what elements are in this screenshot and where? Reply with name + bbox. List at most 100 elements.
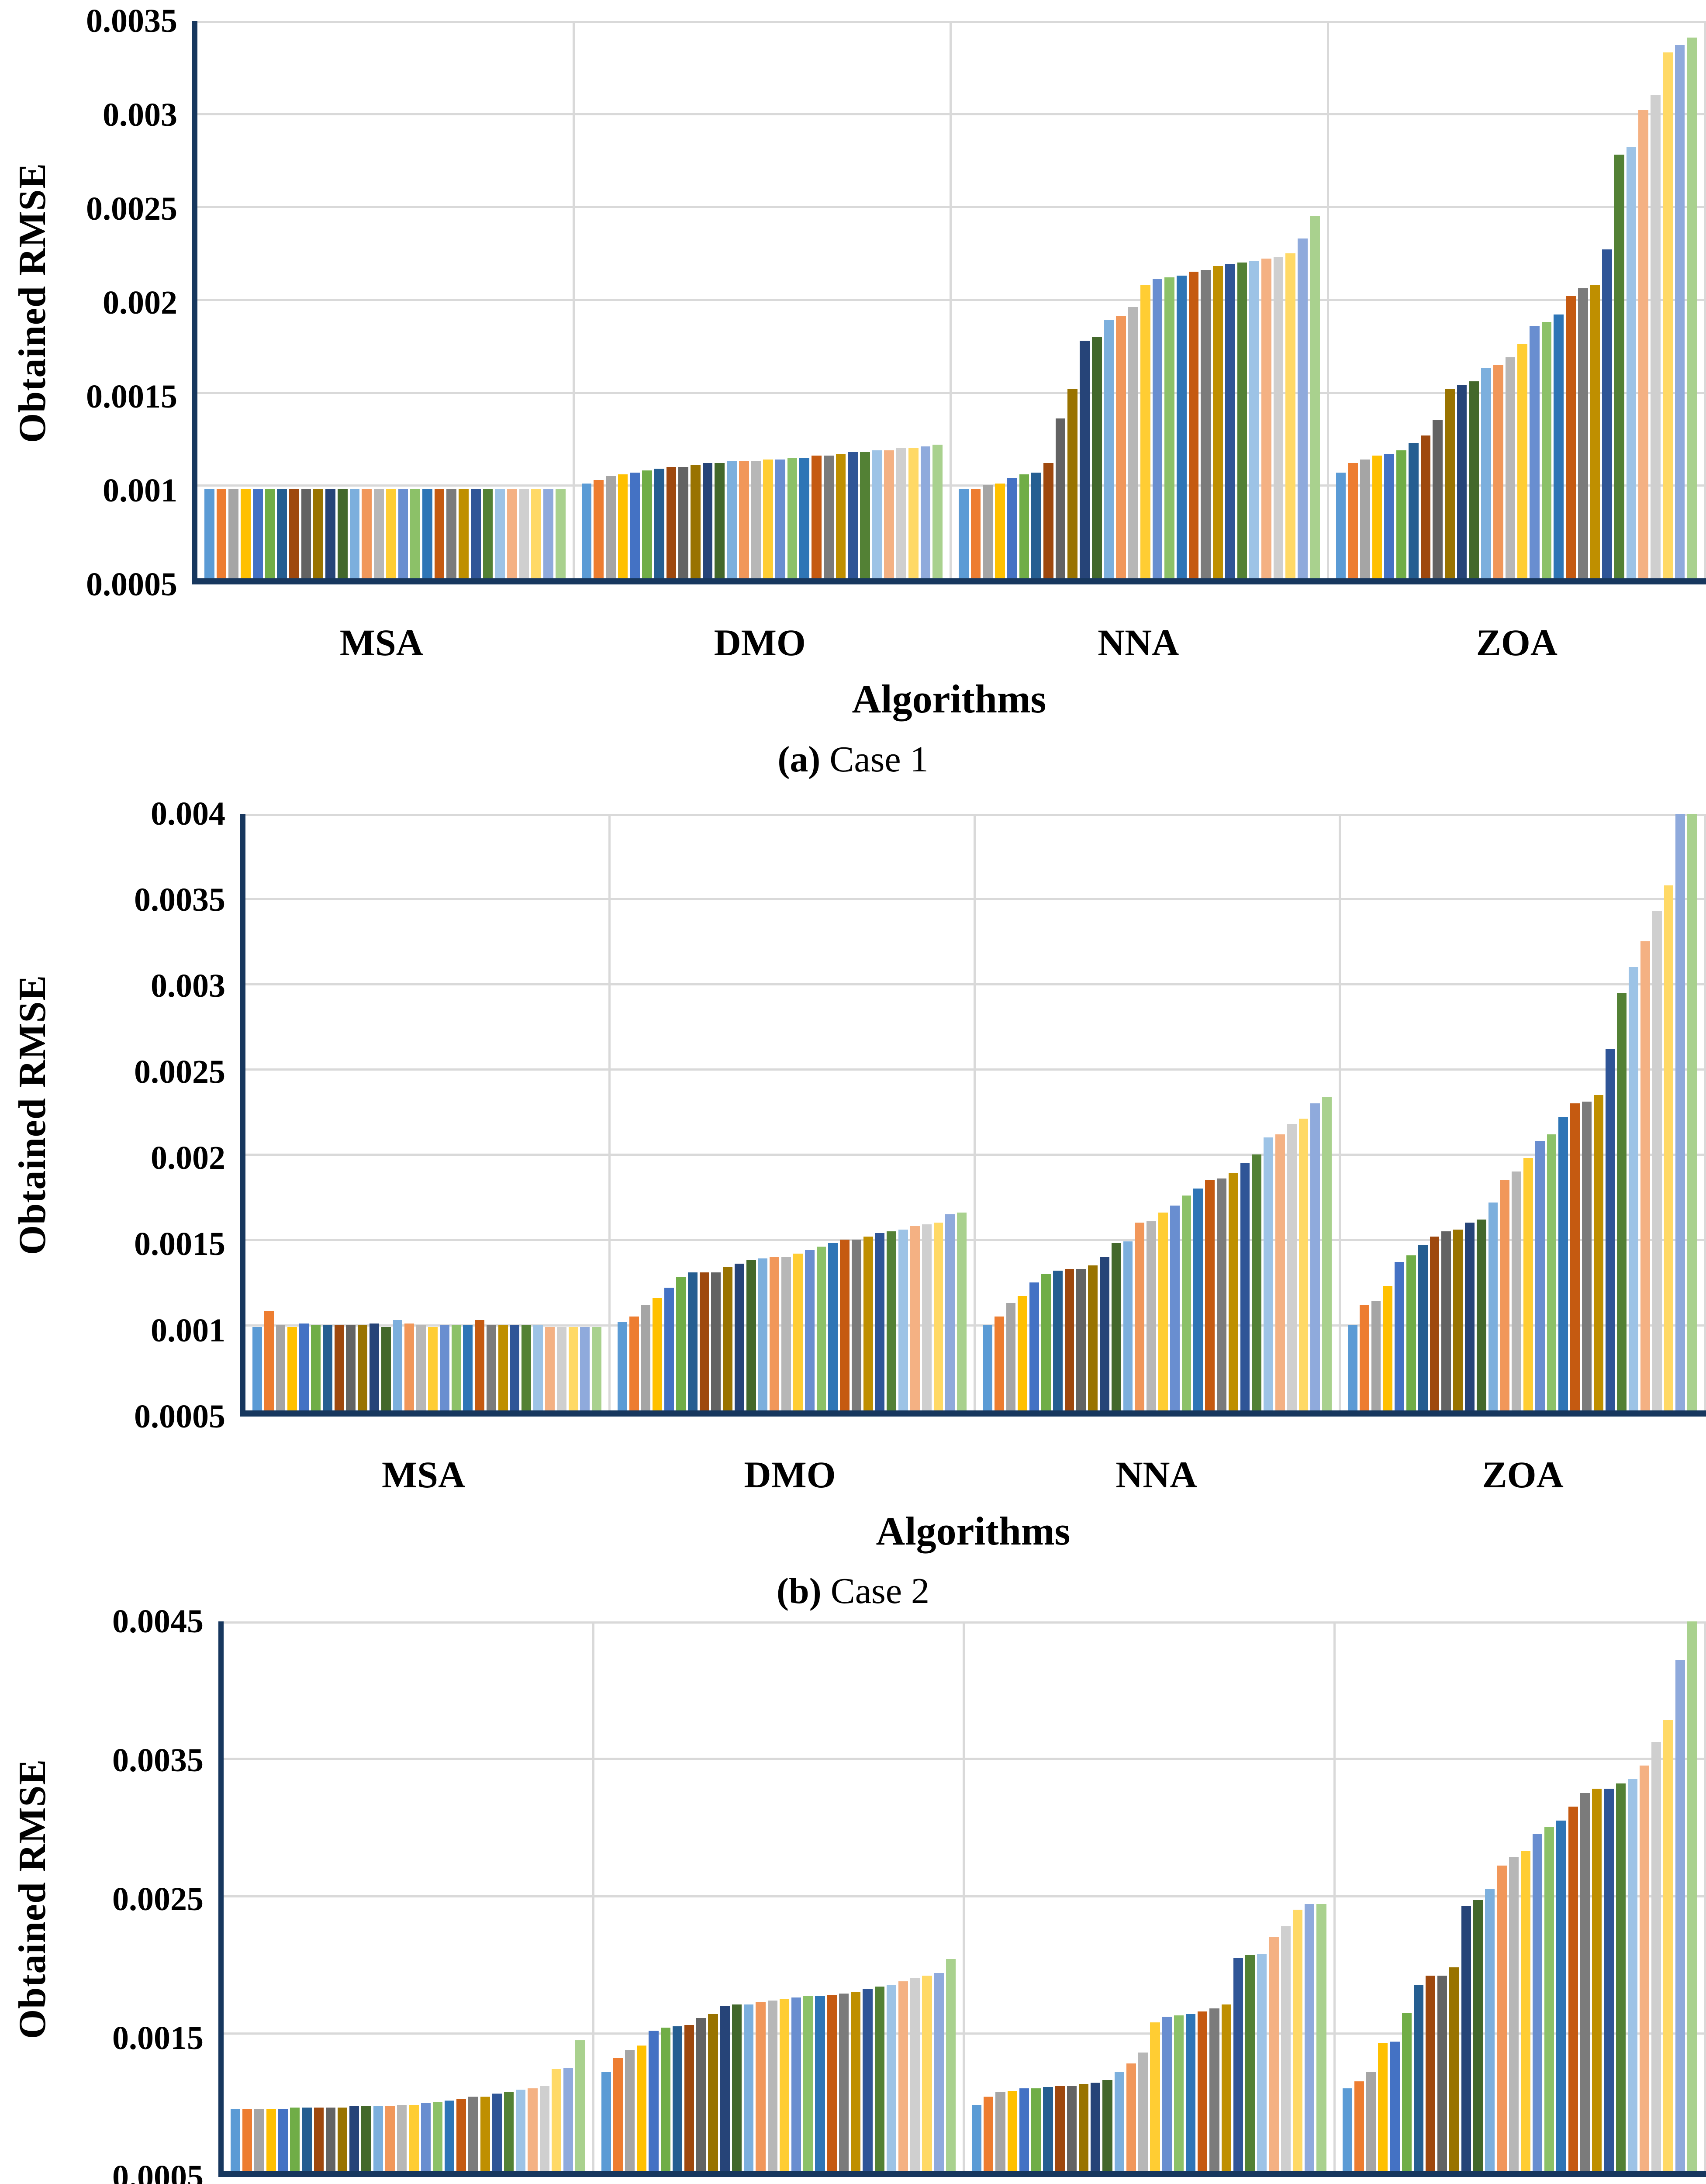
bar — [580, 1327, 590, 1410]
bar — [983, 485, 993, 578]
bar — [311, 1325, 321, 1410]
bar — [922, 1975, 932, 2171]
bar — [1457, 385, 1467, 578]
bar — [302, 2107, 312, 2171]
bar — [1616, 1783, 1626, 2171]
bar-group-dmo — [594, 1621, 965, 2171]
bar — [1007, 478, 1017, 578]
bar — [1225, 264, 1235, 578]
subfigure-caption: (a) Case 1 — [0, 736, 1706, 783]
bar — [660, 2028, 670, 2171]
y-tick-label: 0.001 — [103, 472, 177, 509]
gridline — [197, 113, 1706, 115]
bar — [1264, 1137, 1273, 1410]
bar — [1126, 2063, 1136, 2171]
bar — [1512, 1171, 1521, 1410]
bar — [946, 1959, 956, 2171]
x-category-labels: MSA DMO NNA ZOA — [192, 620, 1706, 665]
x-axis-title: Algorithms — [852, 677, 1046, 722]
bar — [369, 1323, 379, 1410]
bar — [605, 476, 616, 578]
y-tick-label: 0.0005 — [86, 566, 177, 603]
bar — [1233, 1958, 1243, 2171]
bar — [1593, 1095, 1603, 1410]
bar — [720, 2006, 730, 2171]
bar — [1336, 472, 1346, 578]
bar — [1604, 1789, 1614, 2171]
gridline — [245, 1068, 1706, 1071]
bar — [860, 452, 870, 578]
bar — [409, 2105, 419, 2171]
bar-group-dmo — [611, 813, 976, 1410]
caption-text: Case 1 — [820, 739, 929, 780]
bar — [432, 2102, 442, 2171]
y-axis-title-text: Obtained RMSE — [11, 1759, 54, 2039]
y-tick-label: 0.0025 — [134, 1054, 225, 1091]
bar — [277, 489, 287, 578]
bar — [1342, 2088, 1352, 2171]
bar — [287, 1327, 297, 1410]
gridline — [245, 813, 1706, 816]
bar — [1418, 1245, 1428, 1410]
gridline — [245, 983, 1706, 986]
bar — [812, 456, 822, 578]
y-axis-tick-labels: 0.0005 0.0015 0.0025 0.0035 0.0045 — [66, 1605, 218, 2184]
bar — [556, 1327, 566, 1410]
bar — [666, 467, 677, 578]
bar — [266, 2109, 276, 2171]
bar — [1091, 337, 1102, 578]
bar — [568, 1327, 578, 1410]
bar — [1554, 314, 1564, 578]
y-tick-label: 0.003 — [151, 968, 225, 1005]
bar — [601, 2072, 611, 2171]
bar — [456, 2099, 466, 2171]
bar — [664, 1287, 674, 1410]
bar — [910, 1978, 920, 2171]
bar — [687, 1272, 698, 1410]
bar — [945, 1214, 955, 1410]
bar — [1176, 275, 1187, 578]
bar — [404, 1323, 414, 1410]
bar — [1420, 435, 1431, 578]
bar — [1147, 1221, 1156, 1410]
bar — [887, 1231, 897, 1410]
bar — [1041, 1274, 1051, 1410]
bar — [684, 2025, 694, 2171]
bar — [299, 1323, 309, 1410]
bar-group-nna — [965, 1621, 1336, 2171]
bar — [1164, 277, 1174, 578]
bar — [1116, 316, 1126, 578]
bar — [1402, 2012, 1412, 2171]
bar — [1249, 260, 1259, 578]
bar — [358, 1325, 367, 1410]
bar — [1007, 2091, 1017, 2171]
y-tick-label: 0.001 — [151, 1312, 225, 1349]
bar — [480, 2096, 490, 2171]
bar — [1298, 1119, 1309, 1410]
bar — [767, 2000, 777, 2171]
bar — [836, 454, 846, 578]
gridline — [224, 2032, 1706, 2035]
bar — [1383, 1286, 1393, 1410]
bar — [874, 1987, 884, 2171]
bar — [325, 2107, 335, 2171]
bar — [898, 1981, 908, 2171]
bar — [241, 489, 251, 578]
bar — [723, 1267, 732, 1410]
bar — [1193, 1189, 1203, 1410]
bar — [787, 457, 798, 578]
bar — [1102, 2080, 1112, 2171]
plot-area — [240, 813, 1706, 1417]
bar — [630, 472, 640, 578]
bar — [459, 489, 469, 578]
bar-group-msa — [224, 1621, 594, 2171]
bar — [678, 467, 688, 578]
bar — [922, 1224, 932, 1410]
bar — [397, 2105, 407, 2171]
bar — [1413, 1985, 1424, 2171]
bar — [828, 1243, 838, 1410]
y-tick-label: 0.0045 — [112, 1603, 204, 1640]
chart-case-2: Obtained RMSE 0.0005 0.001 0.0015 0.002 0.00… — [0, 783, 1706, 1615]
gridline — [197, 206, 1706, 208]
bar — [920, 446, 931, 578]
